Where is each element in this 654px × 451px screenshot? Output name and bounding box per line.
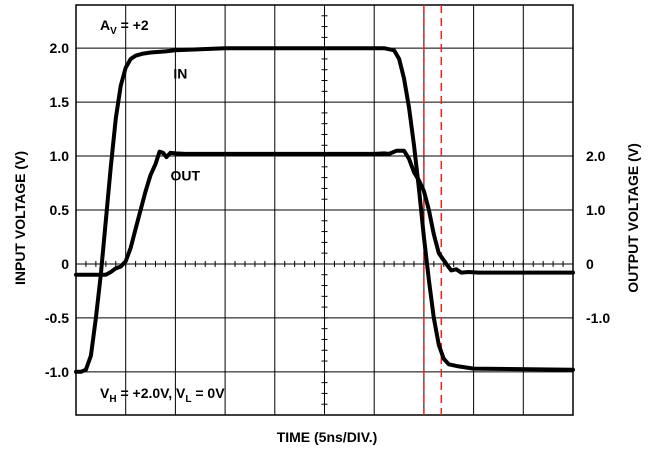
left-tick-label: 1.0 bbox=[50, 148, 70, 164]
left-tick-label: -1.0 bbox=[45, 364, 69, 380]
left-axis-title: INPUT VOLTAGE (V) bbox=[12, 151, 28, 285]
x-axis-title: TIME (5ns/DIV.) bbox=[277, 429, 378, 445]
series-line-in bbox=[74, 46, 575, 374]
left-tick-label: -0.5 bbox=[45, 310, 69, 326]
right-axis-title: OUTPUT VOLTAGE (V) bbox=[625, 143, 641, 293]
minor-ticks bbox=[75, 4, 574, 416]
gain-annotation: AV = +2 bbox=[100, 17, 149, 37]
series-label-out: OUT bbox=[171, 167, 201, 183]
series-line-out bbox=[74, 148, 575, 277]
left-tick-label: 2.0 bbox=[50, 40, 70, 56]
right-tick-labels: 2.0 1.0 0 -1.0 bbox=[586, 148, 610, 326]
right-tick-label: 0 bbox=[586, 256, 594, 272]
right-tick-label: -1.0 bbox=[586, 310, 610, 326]
right-tick-label: 2.0 bbox=[586, 148, 606, 164]
left-tick-label: 0 bbox=[61, 256, 69, 272]
left-tick-label: 0.5 bbox=[50, 202, 70, 218]
series-label-in: IN bbox=[173, 65, 187, 81]
right-tick-label: 1.0 bbox=[586, 202, 606, 218]
plot-frame bbox=[75, 4, 574, 416]
series-lines bbox=[74, 46, 575, 374]
series-labels: IN OUT bbox=[171, 65, 201, 183]
left-tick-labels: 2.0 1.5 1.0 0.5 0 -0.5 -1.0 bbox=[45, 40, 69, 380]
left-tick-label: 1.5 bbox=[50, 94, 70, 110]
levels-annotation: VH = +2.0V, VL = 0V bbox=[100, 385, 225, 405]
